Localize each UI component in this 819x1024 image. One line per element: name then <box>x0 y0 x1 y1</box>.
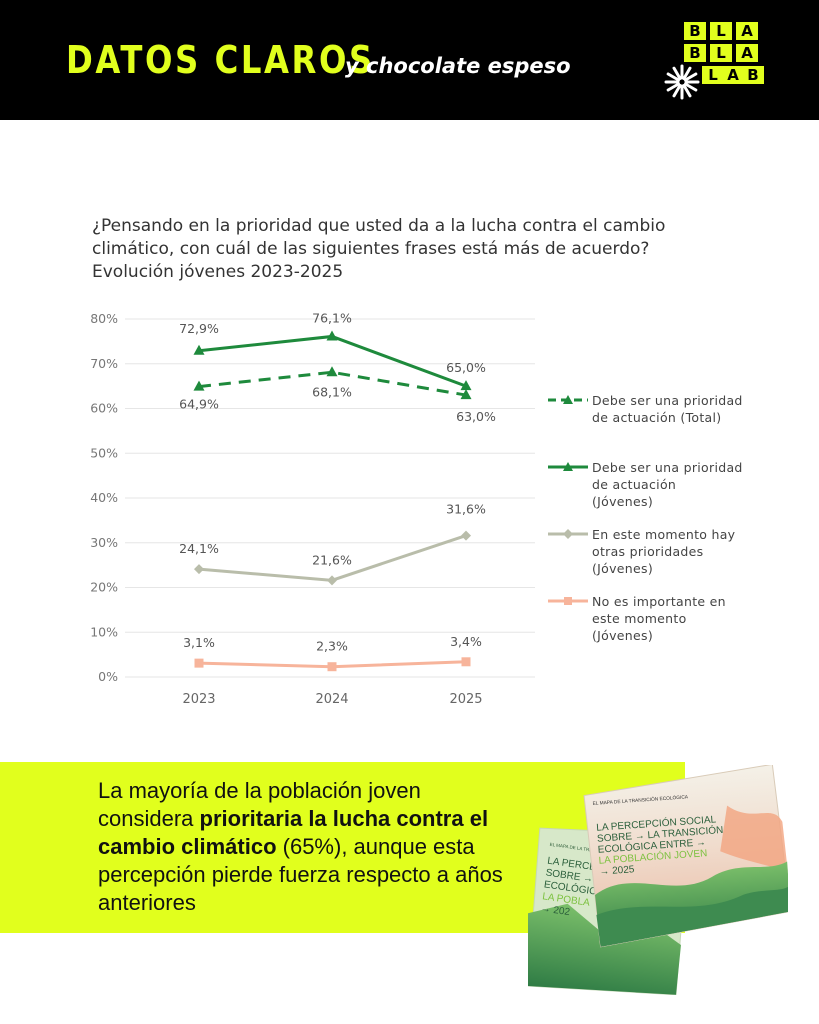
data-point <box>193 380 205 391</box>
legend-label-line: Debe ser una prioridad <box>592 460 743 475</box>
y-tick-label: 20% <box>90 580 118 595</box>
book-year: → 2025 <box>599 864 635 877</box>
logo-letter-tile: A <box>736 44 758 62</box>
data-label: 76,1% <box>312 310 352 325</box>
chart-question: ¿Pensando en la prioridad que usted da a… <box>92 215 732 284</box>
data-label: 72,9% <box>179 321 219 336</box>
line-chart: 0% 10% 20% 30% 40% 50% 60% 70% 80% 2023 2024 2025 64… <box>90 310 535 707</box>
y-tick-label: 80% <box>90 311 118 326</box>
summary-text-part1: La mayoría de la población joven conside… <box>98 778 421 831</box>
legend-label-line: (Jóvenes) <box>592 628 654 643</box>
question-line-2: climático, con cuál de las siguientes fr… <box>92 239 650 259</box>
data-label: 64,9% <box>179 397 219 412</box>
legend-label-line: de actuación (Total) <box>592 410 722 425</box>
question-line-1: ¿Pensando en la prioridad que usted da a… <box>92 216 666 236</box>
tagline: y chocolate espeso <box>345 54 571 78</box>
legend-label: En este momento hay otras prioridades (Jóv… <box>592 526 792 577</box>
data-label: 21,6% <box>312 552 352 567</box>
legend-label-line: (Jóvenes) <box>592 494 654 509</box>
legend-label-line: En este momento hay <box>592 527 736 542</box>
data-point <box>461 530 471 541</box>
series-2: 24,1% 21,6% 31,6% <box>179 502 486 586</box>
logo-letter-tile: A <box>722 66 744 84</box>
report-cover-image[interactable]: EL MAPA DE LA TRANSICIÓN ECOLÓGICA LA PE… <box>528 765 788 995</box>
data-point <box>326 330 338 341</box>
logo-letter-tile: A <box>736 22 758 40</box>
logo-letter-tile: B <box>742 66 764 84</box>
x-tick-label: 2023 <box>182 692 215 707</box>
data-point <box>460 389 472 400</box>
logo-letter-tile: L <box>710 22 732 40</box>
summary-text-bold: prioritaria la lucha contra el cambio cl… <box>98 806 489 859</box>
legend-label: No es importante en este momento (Jóvenes) <box>592 593 792 644</box>
legend-label-line: (Jóvenes) <box>592 561 654 576</box>
x-tick-label: 2024 <box>315 692 348 707</box>
y-tick-label: 10% <box>90 624 118 639</box>
data-label: 31,6% <box>446 502 486 517</box>
y-tick-label: 40% <box>90 490 118 505</box>
data-point <box>460 380 472 391</box>
legend-label-line: este momento <box>592 611 687 626</box>
legend-swatch <box>548 529 588 539</box>
legend-label: Debe ser una prioridad de actuación (Jóven… <box>592 459 792 510</box>
data-label: 65,0% <box>446 360 486 375</box>
question-line-3: Evolución jóvenes 2023-2025 <box>92 262 344 282</box>
y-tick-label: 60% <box>90 401 118 416</box>
data-label: 3,1% <box>183 635 215 650</box>
legend-label-line: Debe ser una prioridad <box>592 393 743 408</box>
data-point <box>327 575 337 586</box>
logo-letter-tile: B <box>684 22 706 40</box>
series-line <box>198 334 467 388</box>
brand-title: DATOS CLAROS <box>66 38 375 82</box>
header-bar <box>0 0 819 120</box>
data-label: 3,4% <box>450 634 482 649</box>
sparkle-icon <box>664 64 700 100</box>
summary-text-part2: (65%), aunque esta percepción pierde fue… <box>98 834 503 915</box>
data-point <box>194 564 204 575</box>
y-tick-label: 70% <box>90 356 118 371</box>
data-point <box>194 658 204 668</box>
logo-letter-tile: L <box>702 66 724 84</box>
back-book-title-line: → 202 <box>540 903 571 918</box>
series-0: 64,9% 68,1% 63,0% <box>179 366 496 424</box>
data-point <box>193 344 205 355</box>
legend-swatch <box>548 395 588 404</box>
y-tick-label: 30% <box>90 535 118 550</box>
data-label: 2,3% <box>316 639 348 654</box>
series-3: 3,1% 2,3% 3,4% <box>183 634 482 672</box>
logo-letter-tile: L <box>710 44 732 62</box>
legend-label: Debe ser una prioridad de actuación (Tota… <box>592 392 792 426</box>
series-1: 72,9% 76,1% 65,0% <box>179 310 486 391</box>
data-label: 68,1% <box>312 384 352 399</box>
legend-label-line: No es importante en <box>592 594 726 609</box>
data-point <box>461 657 471 667</box>
front-book: EL MAPA DE LA TRANSICIÓN ECOLÓGICA LA PE… <box>583 765 788 948</box>
legend-swatch <box>548 597 588 605</box>
summary-text: La mayoría de la población joven conside… <box>98 777 518 917</box>
logo-letter-tile: B <box>684 44 706 62</box>
data-point <box>327 662 337 672</box>
x-tick-label: 2025 <box>449 692 482 707</box>
data-label: 63,0% <box>456 409 496 424</box>
y-tick-label: 0% <box>98 669 118 684</box>
data-label: 24,1% <box>179 541 219 556</box>
y-tick-label: 50% <box>90 445 118 460</box>
legend-swatch <box>548 462 588 471</box>
legend-label-line: de actuación <box>592 477 677 492</box>
data-point <box>326 366 338 377</box>
legend-label-line: otras prioridades <box>592 544 704 559</box>
series-line <box>198 370 467 397</box>
